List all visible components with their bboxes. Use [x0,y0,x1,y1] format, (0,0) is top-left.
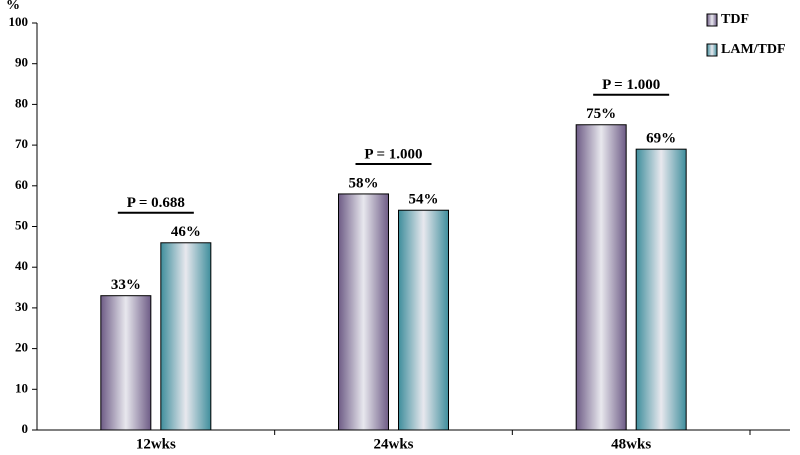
x-tick-label: 24wks [373,436,413,452]
y-tick-label: 100 [9,14,29,29]
value-label: 54% [409,192,439,208]
y-tick-label: 70 [15,136,28,151]
value-label: 46% [171,224,201,240]
annotation: P = 1.000 [364,146,422,162]
y-tick-label: 90 [15,55,28,70]
y-tick-label: 60 [15,177,28,192]
bar [398,209,449,431]
bar [575,124,627,431]
y-tick-label: 30 [15,299,28,314]
y-tick-label: 0 [22,421,29,436]
x-tick-label: 48wks [611,436,651,452]
legend-label: TDF [721,12,749,27]
y-tick-label: 40 [15,258,28,273]
bar [635,148,687,431]
annotation: P = 1.000 [602,77,660,93]
value-label: 33% [111,277,141,293]
y-tick-label: 10 [15,380,28,395]
y-tick-label: 50 [15,217,28,232]
value-label: 69% [646,131,676,147]
y-tick-label: 80 [15,95,28,110]
value-label: 58% [349,175,379,191]
x-tick-label: 12wks [136,436,176,452]
legend-swatch [706,43,718,57]
legend-swatch [706,13,718,27]
bar [338,193,389,431]
value-label: 75% [586,106,616,122]
y-tick-label: 20 [15,340,28,355]
legend-label: LAM/TDF [721,42,786,57]
y-axis-label: % [6,0,20,13]
bar [160,242,212,431]
annotation: P = 0.688 [127,195,185,211]
bar [100,295,152,431]
